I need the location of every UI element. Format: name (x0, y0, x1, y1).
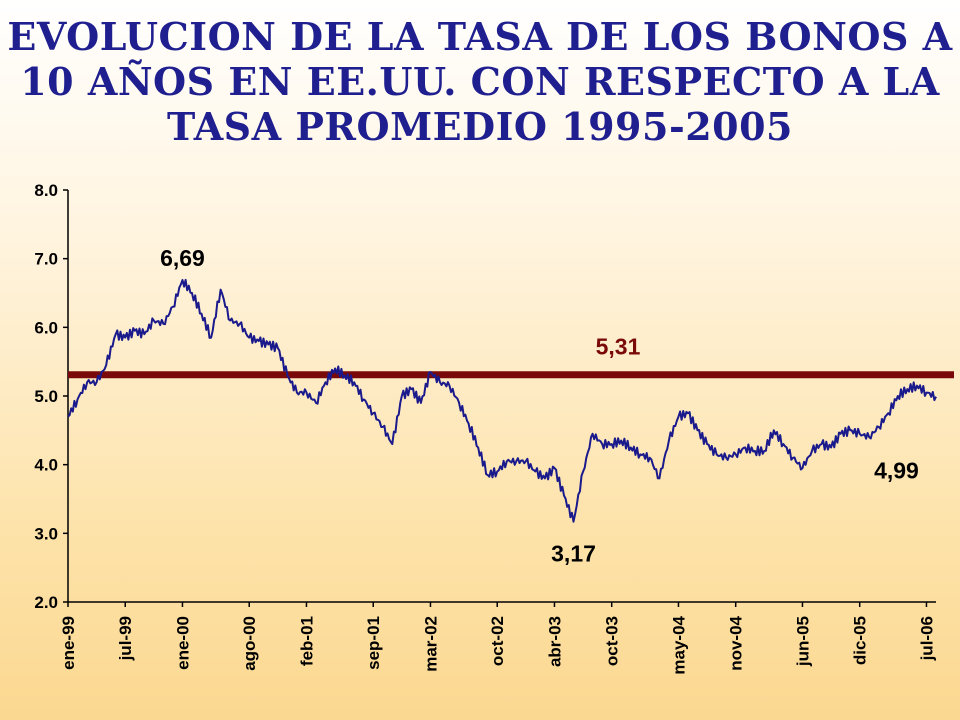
x-tick-label: oct-03 (603, 616, 622, 666)
x-tick-label: ene-00 (173, 616, 192, 670)
x-tick-label: nov-04 (727, 615, 746, 670)
x-tick-label: dic-05 (851, 616, 870, 665)
y-tick-label: 7.0 (34, 250, 58, 269)
average-line-group: 5,31 (68, 334, 954, 379)
series-group (67, 278, 937, 523)
title-line-2: 10 AÑOS EN EE.UU. CON RESPECTO A LA (20, 59, 940, 104)
x-tick-label: may-04 (669, 615, 688, 674)
y-tick-label: 3.0 (34, 524, 58, 543)
y-tick-label: 5.0 (34, 387, 58, 406)
x-tick-label: jul-06 (917, 616, 936, 661)
annotation-label: 3,17 (551, 541, 596, 567)
average-label: 5,31 (596, 334, 641, 360)
x-tick-label: oct-02 (488, 616, 507, 666)
y-tick-label: 6.0 (34, 318, 58, 337)
title-line-1: EVOLUCION DE LA TASA DE LOS BONOS A (7, 14, 953, 59)
axes: 2.0 3.0 4.0 5.0 6.0 7.0 8.0 ene-99 jul-99 ene-00 a… (34, 181, 936, 675)
annotation-label: 6,69 (160, 245, 205, 271)
x-tick-label: mar-02 (421, 616, 440, 672)
y-tick-label: 2.0 (34, 593, 58, 612)
annotations-group: 6,69 3,17 4,99 (160, 245, 919, 567)
x-tick-label: ene-99 (59, 616, 78, 670)
series-line (67, 278, 937, 523)
x-tick-label: ago-00 (240, 616, 259, 671)
title-line-3: TASA PROMEDIO 1995-2005 (167, 104, 793, 149)
x-tick-label: sep-01 (364, 616, 383, 670)
x-tick-label: jul-99 (116, 616, 135, 661)
chart-title: EVOLUCION DE LA TASA DE LOS BONOS A 10 A… (0, 14, 960, 149)
x-tick-label: abr-03 (545, 616, 564, 667)
y-tick-label: 4.0 (34, 456, 58, 475)
annotation-label: 4,99 (874, 458, 919, 484)
y-tick-label: 8.0 (34, 181, 58, 200)
x-tick-label: jun-05 (793, 616, 812, 667)
x-tick-label: feb-01 (297, 616, 316, 666)
